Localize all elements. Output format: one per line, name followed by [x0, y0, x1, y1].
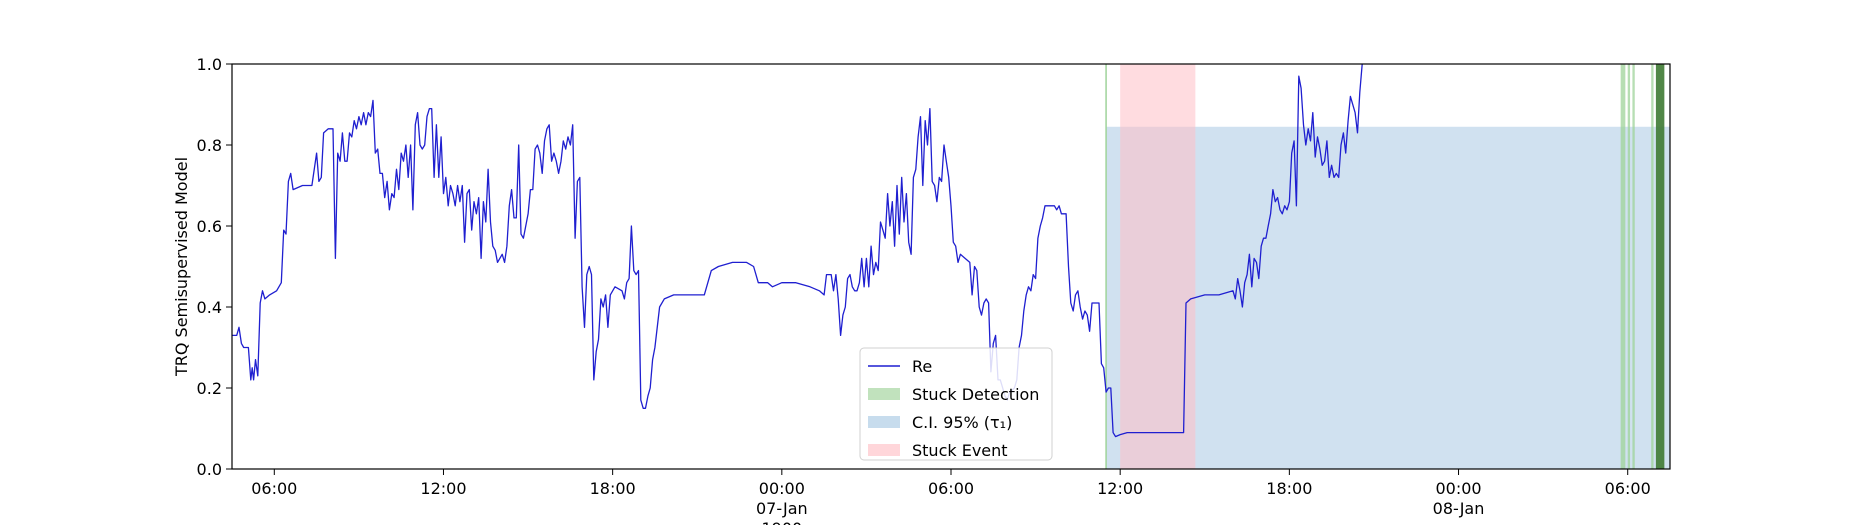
- y-tick-label: 0.8: [197, 136, 222, 155]
- x-tick-label: 06:00: [251, 479, 297, 498]
- legend-label: C.I. 95% (τ₁): [912, 413, 1012, 432]
- legend-label: Stuck Event: [912, 441, 1008, 460]
- x-tick-date-label: 08-Jan: [1433, 499, 1485, 518]
- y-axis-label: TRQ Semisupervised Model: [172, 157, 191, 377]
- y-tick-label: 0.2: [197, 379, 222, 398]
- x-tick-label: 00:00: [759, 479, 805, 498]
- x-tick-label: 12:00: [1097, 479, 1143, 498]
- legend-label: Stuck Detection: [912, 385, 1039, 404]
- stuck-detection-band: [1620, 64, 1626, 469]
- legend: Re Stuck Detection C.I. 95% (τ₁) Stuck Even…: [859, 347, 1053, 461]
- x-tick-year-label: 1900: [761, 519, 802, 525]
- series-line-re: [232, 63, 1363, 438]
- x-tick-label: 18:00: [590, 479, 636, 498]
- legend-patch-swatch: [868, 388, 900, 400]
- shaded-regions: [1105, 64, 1670, 470]
- x-tick-label: 00:00: [1435, 479, 1481, 498]
- x-tick-label: 18:00: [1266, 479, 1312, 498]
- legend-patch-swatch: [868, 416, 900, 428]
- ci-band: [1106, 126, 1670, 470]
- stuck-detection-band: [1627, 64, 1631, 469]
- stuck-detection-band: [1655, 64, 1665, 469]
- series-layer: [232, 63, 1363, 438]
- x-axis: 06:0012:0018:0000:0007-Jan190006:0012:00…: [251, 469, 1651, 525]
- y-tick-label: 0.6: [197, 217, 222, 236]
- legend-label: Re: [912, 357, 932, 376]
- y-tick-label: 1.0: [197, 55, 222, 74]
- legend-patch-swatch: [868, 444, 900, 456]
- x-tick-label: 06:00: [928, 479, 974, 498]
- y-tick-label: 0.0: [197, 460, 222, 479]
- y-tick-label: 0.4: [197, 298, 222, 317]
- legend-box: [859, 347, 1053, 461]
- x-tick-date-label: 07-Jan: [756, 499, 808, 518]
- x-tick-label: 12:00: [420, 479, 466, 498]
- stuck-detection-band: [1651, 64, 1654, 469]
- x-tick-label: 06:00: [1605, 479, 1651, 498]
- stuck-event-band: [1120, 64, 1196, 469]
- stuck-detection-band: [1632, 64, 1635, 469]
- y-axis: 0.0 0.2 0.4 0.6 0.8 1.0: [197, 55, 232, 479]
